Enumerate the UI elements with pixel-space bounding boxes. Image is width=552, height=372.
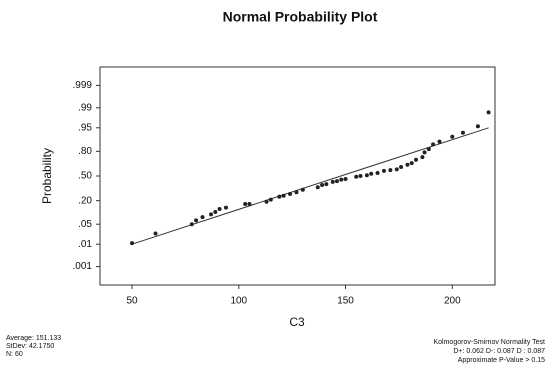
data-point <box>300 187 305 192</box>
stat-line: StDev: 42.1750 <box>6 343 54 350</box>
data-point <box>223 205 228 210</box>
y-tick-label: .001 <box>73 261 93 272</box>
data-point <box>409 161 414 166</box>
data-point <box>320 182 325 187</box>
x-axis-label: C3 <box>289 315 305 329</box>
stat-line: Average: 151.133 <box>6 335 61 342</box>
plot-frame <box>99 66 496 286</box>
data-point <box>247 201 252 206</box>
data-point <box>264 199 269 204</box>
data-point <box>414 157 418 162</box>
test-line: D+: 0.062 D-: 0.087 D : 0.087 <box>453 348 545 355</box>
data-point <box>330 179 335 184</box>
data-point <box>281 193 286 198</box>
data-point <box>460 130 465 135</box>
data-point <box>324 182 329 187</box>
y-tick-label: .80 <box>78 146 92 157</box>
chart-title: Normal Probability Plot <box>223 9 378 25</box>
data-point <box>217 207 222 212</box>
data-point <box>422 150 427 155</box>
data-point <box>388 168 393 173</box>
y-tick-label: .95 <box>78 122 92 133</box>
data-point <box>243 201 248 206</box>
data-point <box>431 142 436 147</box>
y-axis-label: Probability <box>40 148 54 204</box>
data-point <box>486 110 491 115</box>
x-tick-label: 150 <box>337 296 354 307</box>
x-tick-label: 100 <box>230 296 247 307</box>
fit-line <box>131 127 489 245</box>
data-point <box>381 168 386 173</box>
y-tick-label: .20 <box>78 195 92 206</box>
data-point <box>200 215 205 220</box>
data-point <box>209 212 214 217</box>
y-tick-label: .999 <box>73 80 93 91</box>
data-point <box>213 209 218 214</box>
data-point <box>375 171 380 176</box>
y-tick-label: .99 <box>78 102 92 113</box>
data-point <box>405 162 410 167</box>
y-tick-label: .01 <box>78 239 92 250</box>
data-point <box>335 179 339 184</box>
data-point <box>288 191 293 196</box>
data-point <box>399 165 404 170</box>
data-point <box>475 124 480 129</box>
data-point <box>450 134 455 139</box>
data-point <box>294 190 299 195</box>
data-point <box>354 174 359 179</box>
y-tick-label: .50 <box>78 171 92 182</box>
data-point <box>315 185 320 190</box>
data-point <box>426 147 431 152</box>
test-line: Approximate P-Value > 0.15 <box>458 357 545 364</box>
x-tick-label: 200 <box>444 296 461 307</box>
data-point <box>343 176 348 181</box>
data-point <box>437 139 442 144</box>
data-point <box>268 197 273 202</box>
data-point <box>153 231 158 236</box>
y-tick-label: .05 <box>78 219 92 230</box>
data-point <box>369 171 374 176</box>
data-point <box>194 218 199 223</box>
data-point <box>420 155 425 160</box>
stat-line: N: 60 <box>6 351 23 358</box>
data-point <box>394 167 399 172</box>
x-tick-label: 50 <box>126 296 138 307</box>
data-point <box>277 194 282 199</box>
test-line: Kolmogorov-Smirnov Normality Test <box>433 339 545 346</box>
data-point <box>130 241 135 246</box>
data-point <box>364 173 369 178</box>
data-point <box>189 222 194 227</box>
data-point <box>339 177 344 182</box>
data-point <box>358 174 363 178</box>
